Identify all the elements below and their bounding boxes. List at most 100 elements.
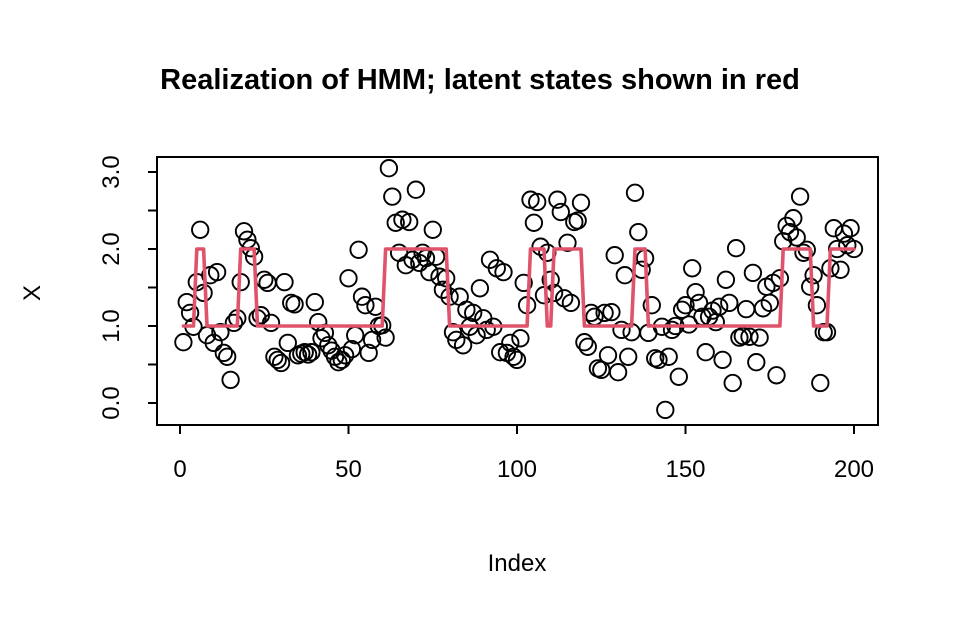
data-point — [740, 327, 759, 346]
data-point — [524, 213, 544, 232]
data-point — [298, 345, 318, 364]
data-point — [278, 333, 297, 353]
data-point — [595, 303, 614, 323]
data-point — [204, 333, 223, 353]
data-point — [551, 202, 570, 222]
data-point — [234, 222, 254, 241]
data-point — [453, 336, 473, 355]
data-point — [359, 343, 378, 363]
data-point — [255, 270, 274, 289]
data-point — [339, 269, 358, 288]
data-point — [804, 266, 823, 285]
data-point — [261, 313, 281, 333]
data-point — [528, 192, 547, 212]
data-point — [710, 297, 729, 316]
data-point — [406, 180, 426, 199]
data-point — [379, 159, 399, 178]
y-tick-label: 3.0 — [98, 155, 125, 188]
data-point — [376, 328, 395, 347]
data-point — [268, 350, 287, 370]
data-point — [619, 347, 638, 366]
data-point — [494, 262, 513, 282]
data-point — [649, 350, 668, 370]
data-point — [174, 333, 193, 352]
data-point — [558, 233, 577, 252]
x-tick-label: 0 — [173, 456, 186, 483]
data-point — [662, 320, 682, 340]
data-point — [834, 224, 854, 243]
data-point — [831, 260, 850, 279]
data-point — [811, 373, 830, 393]
data-point — [615, 266, 634, 285]
data-point — [224, 313, 244, 333]
x-axis-label: Index — [487, 550, 547, 577]
data-point — [568, 211, 587, 230]
data-point — [413, 243, 432, 262]
data-point — [612, 320, 631, 340]
data-point — [352, 287, 372, 306]
data-point — [578, 337, 597, 356]
data-point — [285, 295, 304, 314]
data-point — [329, 353, 348, 372]
data-point — [571, 193, 591, 212]
data-point — [780, 222, 800, 242]
data-point — [605, 246, 624, 265]
data-point — [258, 273, 277, 293]
data-point — [629, 222, 648, 242]
data-point — [218, 347, 237, 366]
data-point — [514, 273, 533, 293]
data-point — [716, 270, 736, 289]
data-point — [423, 220, 442, 239]
y-tick-label: 2.0 — [98, 232, 125, 265]
data-point — [642, 296, 661, 315]
data-point — [491, 343, 510, 362]
data-point — [305, 292, 324, 312]
data-point — [790, 187, 810, 206]
data-point — [511, 329, 530, 348]
data-point — [177, 292, 196, 312]
data-point — [747, 353, 766, 372]
plot-title: Realization of HMM; latent states shown … — [160, 64, 800, 96]
data-point — [743, 263, 763, 283]
data-point — [713, 350, 732, 370]
data-point — [349, 240, 368, 259]
data-point — [726, 239, 746, 258]
data-point — [470, 279, 490, 298]
data-point — [784, 209, 803, 228]
data-point — [531, 237, 550, 256]
data-point — [841, 219, 860, 238]
data-point — [672, 300, 692, 319]
data-point — [548, 190, 567, 209]
data-point — [420, 262, 439, 282]
data-point — [683, 259, 702, 278]
x-tick-label: 200 — [834, 456, 874, 483]
data-point — [207, 262, 227, 282]
data-point — [295, 343, 314, 362]
data-point — [723, 373, 742, 393]
data-point — [575, 333, 594, 352]
data-point — [507, 350, 527, 370]
data-point — [464, 303, 483, 323]
data-point — [332, 350, 351, 370]
data-point — [433, 280, 453, 299]
data-point — [180, 303, 200, 323]
data-point — [271, 353, 291, 373]
data-point — [396, 256, 415, 275]
data-point — [608, 363, 628, 382]
data-point — [383, 187, 402, 206]
data-point — [312, 329, 331, 348]
data-point — [720, 293, 739, 313]
data-point — [737, 299, 756, 319]
data-point — [504, 347, 523, 366]
y-tick-label: 0.0 — [98, 386, 125, 419]
data-point — [400, 212, 419, 232]
data-point — [686, 282, 705, 302]
data-point — [356, 296, 375, 315]
data-point — [265, 347, 284, 366]
data-point — [625, 183, 645, 202]
data-point — [602, 302, 621, 322]
data-point — [302, 343, 321, 362]
data-point — [501, 333, 520, 353]
x-tick-label: 100 — [497, 456, 537, 483]
